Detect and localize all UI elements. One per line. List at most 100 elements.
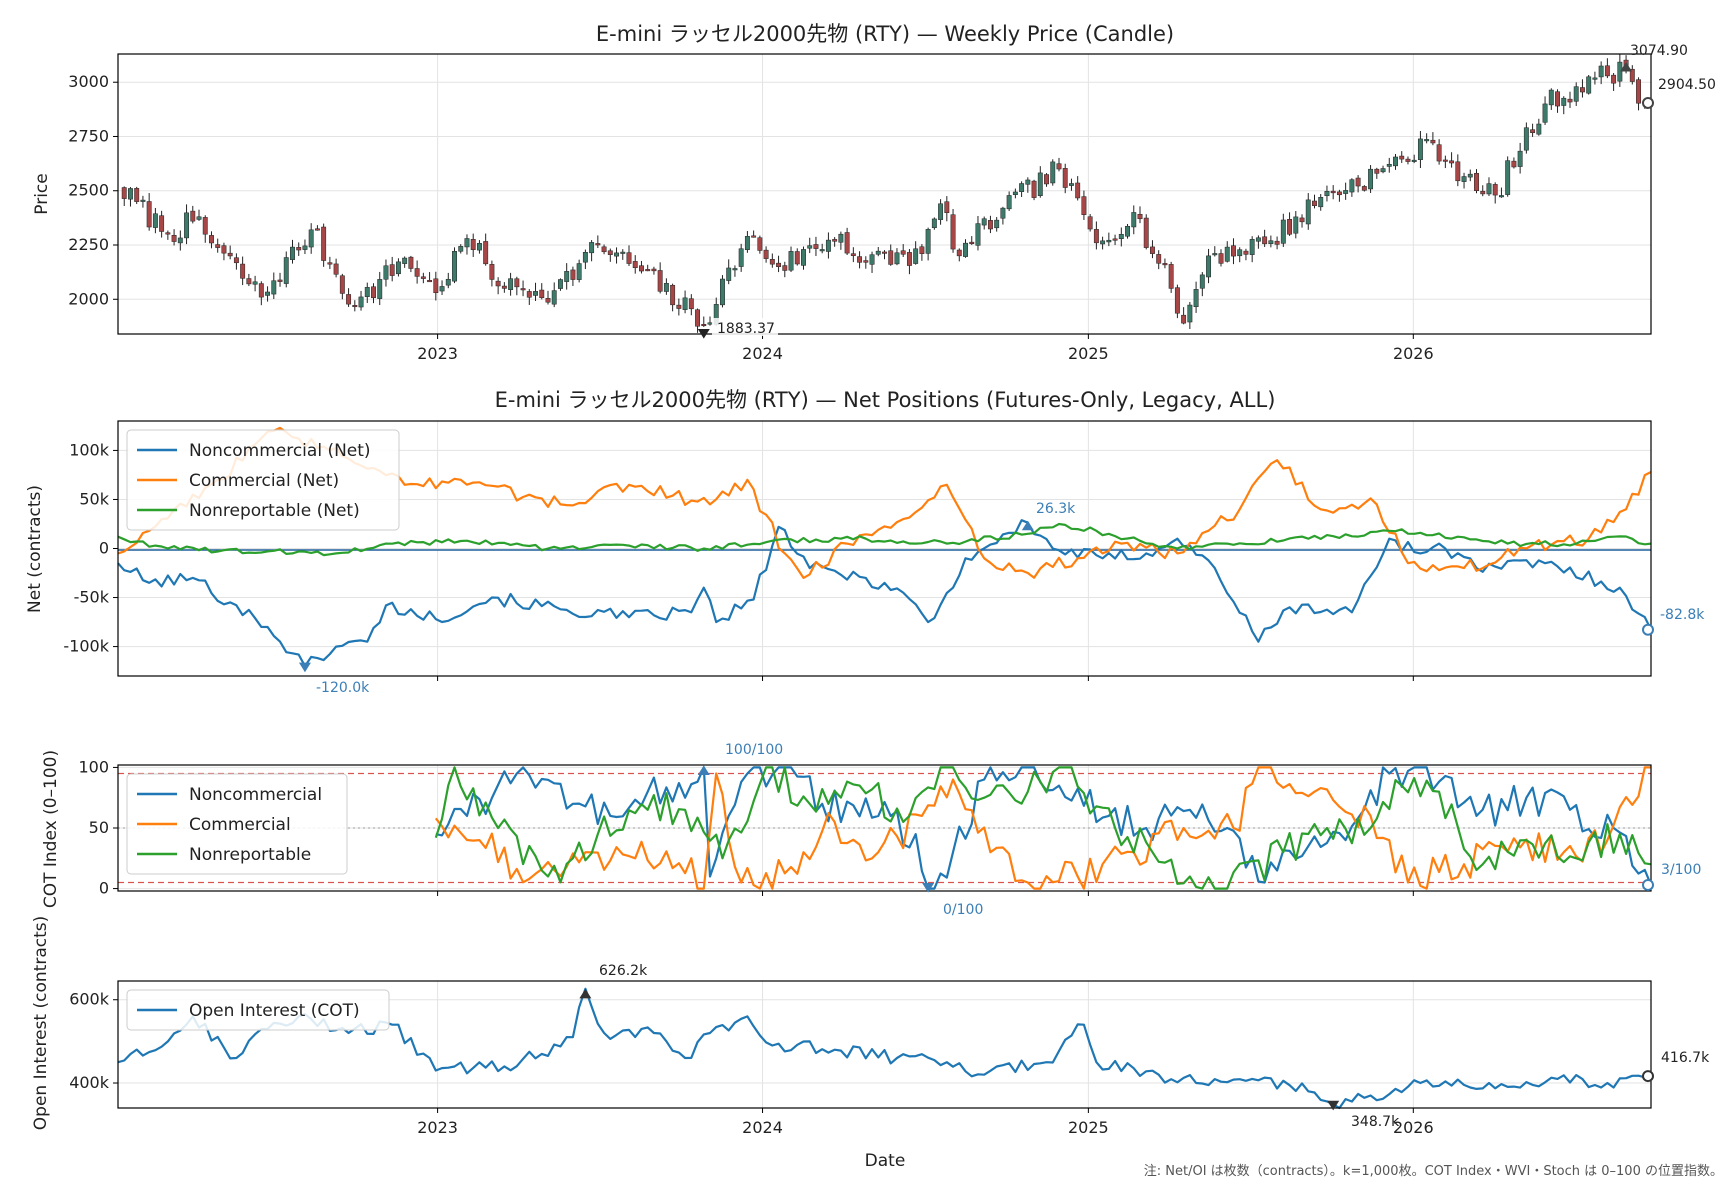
- candle-body: [439, 286, 445, 292]
- candle-body: [720, 278, 725, 306]
- candle-body: [894, 252, 900, 265]
- candle-body: [975, 223, 981, 246]
- candle-body: [1586, 76, 1592, 94]
- candle-body: [1199, 274, 1205, 289]
- candle-body: [1442, 159, 1448, 162]
- candle-body: [1305, 199, 1311, 225]
- candle-body: [1598, 65, 1604, 78]
- x-tick-label: 2026: [1393, 344, 1434, 363]
- legend-entry: Commercial (Net): [189, 471, 339, 491]
- candle-body: [695, 309, 700, 327]
- candle-body: [676, 304, 682, 309]
- candle-body: [221, 245, 227, 254]
- candle-body: [539, 289, 545, 298]
- cot-min-label: 0/100: [943, 902, 983, 918]
- candle-body: [726, 267, 732, 281]
- cot-max-marker: [697, 765, 710, 776]
- price-last-label: 2904.50: [1658, 77, 1716, 93]
- candle-body: [1031, 180, 1037, 198]
- series-line: [434, 766, 1652, 890]
- candle-body: [371, 286, 376, 299]
- max-marker: [1620, 61, 1633, 72]
- candle-body: [1206, 255, 1211, 278]
- candle-body: [1492, 184, 1498, 196]
- candle-body: [707, 322, 713, 325]
- candle-body: [938, 203, 944, 220]
- candle-body: [801, 249, 806, 266]
- candle-body: [576, 263, 582, 280]
- candle-body: [1000, 207, 1006, 219]
- candle-body: [277, 279, 283, 282]
- candle-body: [464, 238, 470, 248]
- candle-body: [314, 228, 320, 231]
- net-min-marker: [298, 662, 311, 673]
- candle-body: [283, 257, 289, 284]
- candle-body: [1037, 172, 1043, 196]
- candle-body: [570, 269, 576, 280]
- candle-body: [1062, 168, 1068, 188]
- candle-body: [913, 248, 919, 264]
- candle-body: [327, 262, 333, 265]
- candle-body: [520, 288, 526, 291]
- legend-entry: Commercial: [189, 815, 291, 835]
- net-legend: Noncommercial (Net) Commercial (Net) Nonre…: [126, 429, 400, 531]
- candle-body: [663, 283, 669, 292]
- last-marker: [1642, 96, 1654, 109]
- candle-body: [339, 275, 345, 294]
- candle-body: [152, 213, 158, 228]
- candle-body: [489, 264, 495, 280]
- oi-last-marker: [1642, 1070, 1654, 1083]
- cot-legend: Noncommercial Commercial Nonreportable: [126, 773, 348, 875]
- candle-body: [1567, 98, 1573, 103]
- candle-body: [290, 246, 295, 260]
- candle-body: [632, 261, 638, 269]
- candle-body: [670, 284, 676, 306]
- x-tick-label: 2024: [742, 1118, 783, 1137]
- candle-body: [508, 278, 514, 290]
- candle-body: [950, 214, 956, 250]
- candle-body: [1280, 219, 1286, 244]
- x-axis-label: Date: [865, 1151, 906, 1171]
- legend-box: [126, 989, 390, 1031]
- candle-body: [1455, 161, 1461, 182]
- candle-body: [1137, 214, 1143, 220]
- min-marker: [697, 328, 710, 339]
- candle-body: [607, 250, 613, 255]
- candle-body: [1349, 179, 1355, 193]
- candle-body: [626, 252, 632, 264]
- oi-max-marker: [579, 988, 592, 999]
- candle-body: [215, 244, 221, 248]
- y-tick-label: 600k: [69, 990, 110, 1009]
- candle-body: [1629, 68, 1635, 82]
- candle-body: [1355, 177, 1361, 187]
- oi-ylabel: Open Interest (contracts): [31, 916, 51, 1130]
- candle-body: [763, 249, 769, 259]
- footnote: 注: Net/OI は枚数（contracts）。k=1,000枚。COT In…: [1144, 1164, 1723, 1179]
- candle-body: [582, 252, 588, 263]
- candle-body: [1187, 304, 1193, 323]
- net-min-label: -120.0k: [316, 680, 370, 696]
- candle-body: [452, 251, 457, 282]
- net-last-label: -82.8k: [1660, 607, 1705, 623]
- y-tick-label: 100k: [69, 440, 110, 459]
- candle-body: [209, 235, 214, 244]
- candle-body: [364, 287, 370, 297]
- candle-body: [1081, 196, 1087, 215]
- candle-body: [558, 279, 563, 289]
- series-line: [117, 519, 1652, 668]
- candle-body: [944, 201, 950, 213]
- candle-body: [1168, 264, 1174, 289]
- y-tick-label: 0: [99, 539, 109, 558]
- candle-body: [476, 243, 482, 251]
- candle-body: [196, 216, 202, 220]
- candle-body: [1044, 174, 1049, 185]
- candle-body: [240, 263, 246, 279]
- candle-body: [1374, 168, 1380, 174]
- cot-last-label: 3/100: [1661, 862, 1701, 878]
- candle-body: [408, 256, 414, 269]
- y-tick-label: 2750: [68, 126, 109, 145]
- candle-body: [1262, 236, 1268, 245]
- candle-body: [589, 242, 595, 254]
- candle-body: [1125, 225, 1130, 237]
- candle-body: [333, 263, 339, 275]
